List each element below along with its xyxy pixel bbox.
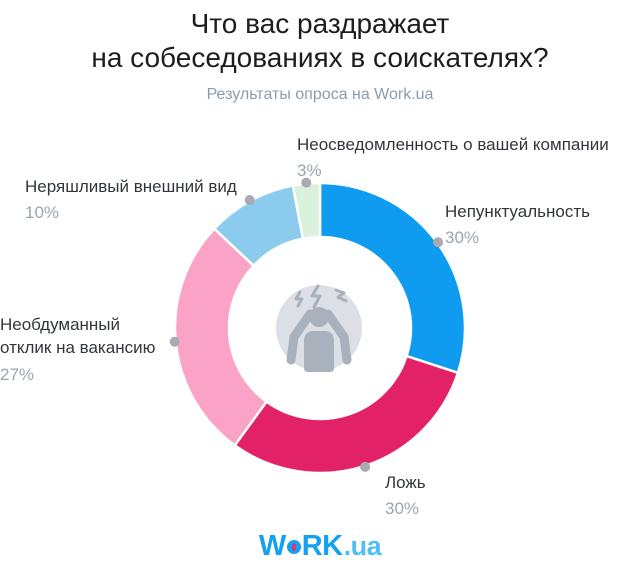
segment-markers [169,177,444,472]
segment-percent: 30% [445,228,480,247]
segment-percent: 10% [25,203,60,222]
callout-lying: Ложь 30% [385,472,426,520]
segment-marker-company-unawareness [301,177,312,188]
segment-label: Неряшливый внешний вид [25,177,237,196]
logo-o-dot [291,542,296,551]
logo-letter-w: W [258,530,286,562]
subtitle: Результаты опроса на Work.ua [206,86,434,103]
donut-segments [173,181,467,475]
segment-label: Неосведомленность о вашей компании [297,135,609,154]
lightning-bolts-icon [294,284,348,309]
callout-sloppy-appearance: Неряшливый внешний вид 10% [25,176,237,224]
segment-label: Непунктуальность [445,202,590,221]
logo-ua-suffix: .ua [343,531,382,561]
segment-marker-thoughtless-application [169,336,180,347]
logo-letters-rk: RK [301,530,343,562]
callout-unpunctuality: Непунктуальность 30% [445,201,590,249]
title-line-1: Что вас раздражает [190,8,450,39]
workua-logo-wordmark: W RK .ua [258,530,382,563]
callout-company-unawareness: Неосведомленность о вашей компании 3% [297,134,609,182]
segment-percent: 27% [0,365,35,384]
segment-label: Ложь [385,473,426,492]
title-line-2: на собеседованиях в соискателях? [91,42,549,73]
donut-segment-thoughtless-application [173,226,269,448]
segment-marker-unpunctuality [433,237,444,248]
segment-percent: 30% [385,499,420,518]
segment-marker-sloppy-appearance [244,195,255,206]
logo-o-target-icon [286,539,301,554]
workua-logo: W RK .ua [0,530,640,563]
donut-segment-lying [233,354,460,475]
person-arms [286,309,352,365]
callout-thoughtless-application: Необдуманный отклик на вакансию 27% [0,313,176,386]
donut-segment-unpunctuality [318,181,467,375]
segment-percent: 3% [297,161,322,180]
segment-label: Необдуманный отклик на вакансию [0,315,156,357]
stressed-person-icon [276,284,362,372]
segment-marker-lying [360,461,371,472]
page-title: Что вас раздражает на собеседованиях в со… [0,7,640,75]
